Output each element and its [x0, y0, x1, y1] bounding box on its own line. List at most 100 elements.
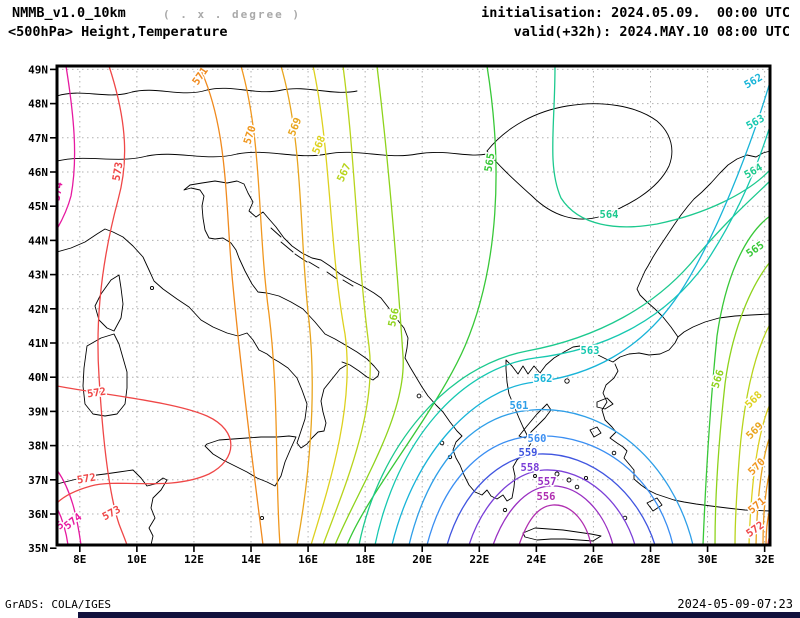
contour-label: 558	[521, 462, 540, 474]
contour-564	[552, 66, 770, 228]
bottom-bar	[78, 612, 800, 618]
contour-label: 572	[86, 386, 106, 401]
contour-567	[322, 66, 371, 545]
contour-label: 569	[744, 420, 766, 442]
height-contours	[57, 66, 770, 545]
lat-label: 48N	[28, 98, 48, 111]
contour-label: 570	[242, 124, 259, 146]
lat-label: 44N	[28, 234, 48, 247]
contour-label: 572	[76, 471, 97, 486]
contour-564	[358, 180, 770, 545]
contour-570	[240, 66, 281, 545]
lon-label: 32E	[755, 553, 775, 566]
contour-566	[714, 261, 770, 545]
island-sardinia	[82, 333, 128, 417]
contour-574	[57, 469, 82, 545]
lon-label: 12E	[184, 553, 204, 566]
grid-note: ( . x . degree )	[163, 8, 301, 21]
lon-label: 24E	[526, 553, 546, 566]
border-north	[57, 87, 358, 97]
lon-label: 8E	[73, 553, 86, 566]
small-islands	[149, 285, 628, 521]
contour-label: 557	[538, 476, 557, 488]
contour-557	[492, 485, 614, 545]
contour-558	[468, 469, 636, 545]
contour-569	[755, 435, 770, 545]
contour-571	[198, 66, 264, 545]
contour-label: 568	[743, 389, 765, 411]
contour-label: 564	[600, 209, 619, 221]
valid-time: valid(+32h): 2024.MAY.10 08:00 UTC	[513, 24, 790, 40]
lat-label: 46N	[28, 166, 48, 179]
lat-label: 41N	[28, 337, 48, 350]
creation-timestamp: 2024-05-09-07:23	[677, 597, 793, 611]
contour-label: 560	[528, 433, 547, 445]
init-time: initialisation: 2024.05.09. 00:00 UTC	[481, 5, 790, 21]
contour-label: 573	[110, 161, 125, 182]
contour-label: 566	[386, 307, 402, 328]
contour-562	[391, 81, 770, 545]
lon-label: 22E	[469, 553, 489, 566]
contour-label: 569	[286, 116, 304, 138]
contour-573	[97, 66, 128, 545]
contour-559	[446, 453, 656, 545]
lat-label: 49N	[28, 63, 48, 76]
coast-black-sea-west	[636, 150, 770, 338]
contour-label: 575	[44, 519, 66, 540]
lat-label: 40N	[28, 371, 48, 384]
contour-569	[280, 66, 313, 545]
model-title: NMMB_v1.0_10km	[12, 5, 126, 21]
contour-label: 562	[742, 71, 764, 91]
contour-567	[734, 323, 770, 545]
contour-label: 567	[335, 162, 354, 184]
contour-label: 571	[190, 65, 211, 87]
contour-568	[748, 403, 770, 545]
axis-ticks	[50, 68, 766, 552]
contour-label: 562	[534, 373, 553, 385]
contour-572	[57, 385, 232, 504]
contour-label: 563	[744, 112, 766, 132]
contour-574	[57, 66, 76, 230]
graticule	[57, 66, 770, 545]
lat-label: 36N	[28, 508, 48, 521]
map-frame	[55, 64, 772, 547]
lon-label: 20E	[412, 553, 432, 566]
lon-label: 26E	[583, 553, 603, 566]
island-corsica	[94, 274, 124, 332]
contour-label: 574	[50, 181, 65, 202]
contour-560	[426, 435, 674, 545]
island-crete	[522, 527, 602, 542]
island-chios	[589, 426, 602, 438]
croatian-islands	[270, 227, 354, 287]
lon-label: 16E	[298, 553, 318, 566]
lat-label: 43N	[28, 269, 48, 282]
island-lesbos	[596, 397, 614, 410]
contour-label: 556	[537, 491, 556, 503]
contour-563	[374, 125, 770, 545]
contour-label: 563	[581, 345, 600, 357]
border-central-europe	[57, 151, 488, 162]
contour-565	[346, 66, 497, 545]
coast-north-africa	[57, 469, 168, 545]
contour-labels: 571 570 569 568 567 566 565 564 563 562 561 560 559 5…	[44, 65, 770, 542]
lat-label: 37N	[28, 474, 48, 487]
contour-label: 561	[510, 400, 529, 412]
island-euboea	[518, 403, 552, 439]
lat-label: 39N	[28, 405, 48, 418]
contour-565	[702, 215, 770, 545]
lon-label: 14E	[241, 553, 261, 566]
lon-label: 10E	[127, 553, 147, 566]
coast-italy-balkans-greece-turkey	[57, 180, 770, 502]
coast-turkey-aegean	[601, 363, 770, 512]
lon-label: 30E	[698, 553, 718, 566]
grads-credit: GrADS: COLA/IGES	[5, 598, 111, 611]
level-title: <500hPa> Height,Temperature	[8, 24, 228, 40]
contour-label: 559	[519, 447, 538, 459]
lat-label: 45N	[28, 200, 48, 213]
contour-568	[310, 66, 348, 545]
contour-label: 565	[482, 152, 497, 173]
lat-label: 35N	[28, 542, 48, 555]
lat-label: 42N	[28, 303, 48, 316]
